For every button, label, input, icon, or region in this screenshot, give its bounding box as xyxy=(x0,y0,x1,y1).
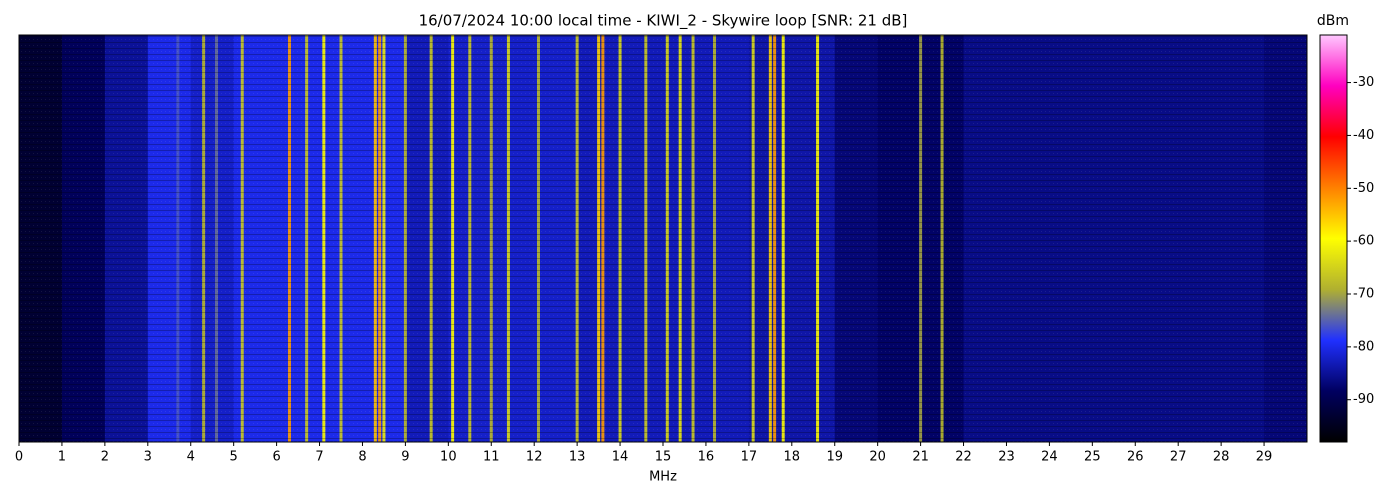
x-tick-label: 17 xyxy=(741,450,758,465)
x-tick-label: 3 xyxy=(144,450,152,465)
x-tick-label: 23 xyxy=(998,450,1015,465)
x-tick-label: 29 xyxy=(1256,450,1273,465)
x-tick-label: 27 xyxy=(1170,450,1187,465)
x-tick-label: 26 xyxy=(1127,450,1144,465)
x-axis-label: MHz xyxy=(649,470,677,485)
x-tick-label: 14 xyxy=(612,450,629,465)
x-tick-label: 20 xyxy=(869,450,886,465)
colorbar-label: dBm xyxy=(1317,13,1349,29)
x-tick-label: 2 xyxy=(101,450,109,465)
x-tick-label: 13 xyxy=(569,450,586,465)
colorbar-tick-label: -70 xyxy=(1353,287,1374,302)
x-tick-label: 18 xyxy=(784,450,801,465)
colorbar-tick-label: -30 xyxy=(1353,75,1374,90)
x-tick-label: 16 xyxy=(698,450,715,465)
x-tick-label: 15 xyxy=(655,450,672,465)
x-tick-label: 5 xyxy=(230,450,238,465)
x-tick-label: 10 xyxy=(440,450,457,465)
x-tick-label: 12 xyxy=(526,450,543,465)
colorbar-tick-label: -50 xyxy=(1353,181,1374,196)
x-tick-label: 28 xyxy=(1213,450,1230,465)
x-tick-label: 0 xyxy=(15,450,23,465)
colorbar-scale xyxy=(1319,34,1348,443)
colorbar-tick-label: -40 xyxy=(1353,128,1374,143)
chart-title: 16/07/2024 10:00 local time - KIWI_2 - S… xyxy=(419,12,908,31)
x-tick-label: 24 xyxy=(1041,450,1058,465)
x-tick-label: 11 xyxy=(483,450,500,465)
x-tick-label: 6 xyxy=(272,450,280,465)
colorbar: -90 -80 -70 -60 -50 -40 -30 xyxy=(1319,34,1374,443)
x-tick-label: 7 xyxy=(315,450,323,465)
x-tick-label: 1 xyxy=(58,450,66,465)
x-tick-label: 4 xyxy=(187,450,195,465)
x-tick-label: 19 xyxy=(826,450,843,465)
x-tick-label: 21 xyxy=(912,450,929,465)
colorbar-tick-label: -60 xyxy=(1353,234,1374,249)
colorbar-tick-label: -90 xyxy=(1353,392,1374,407)
x-tick-label: 8 xyxy=(358,450,366,465)
texture xyxy=(19,35,1307,442)
x-tick-label: 22 xyxy=(955,450,972,465)
x-tick-label: 25 xyxy=(1084,450,1101,465)
x-tick-label: 9 xyxy=(401,450,409,465)
colorbar-tick-label: -80 xyxy=(1353,339,1374,354)
